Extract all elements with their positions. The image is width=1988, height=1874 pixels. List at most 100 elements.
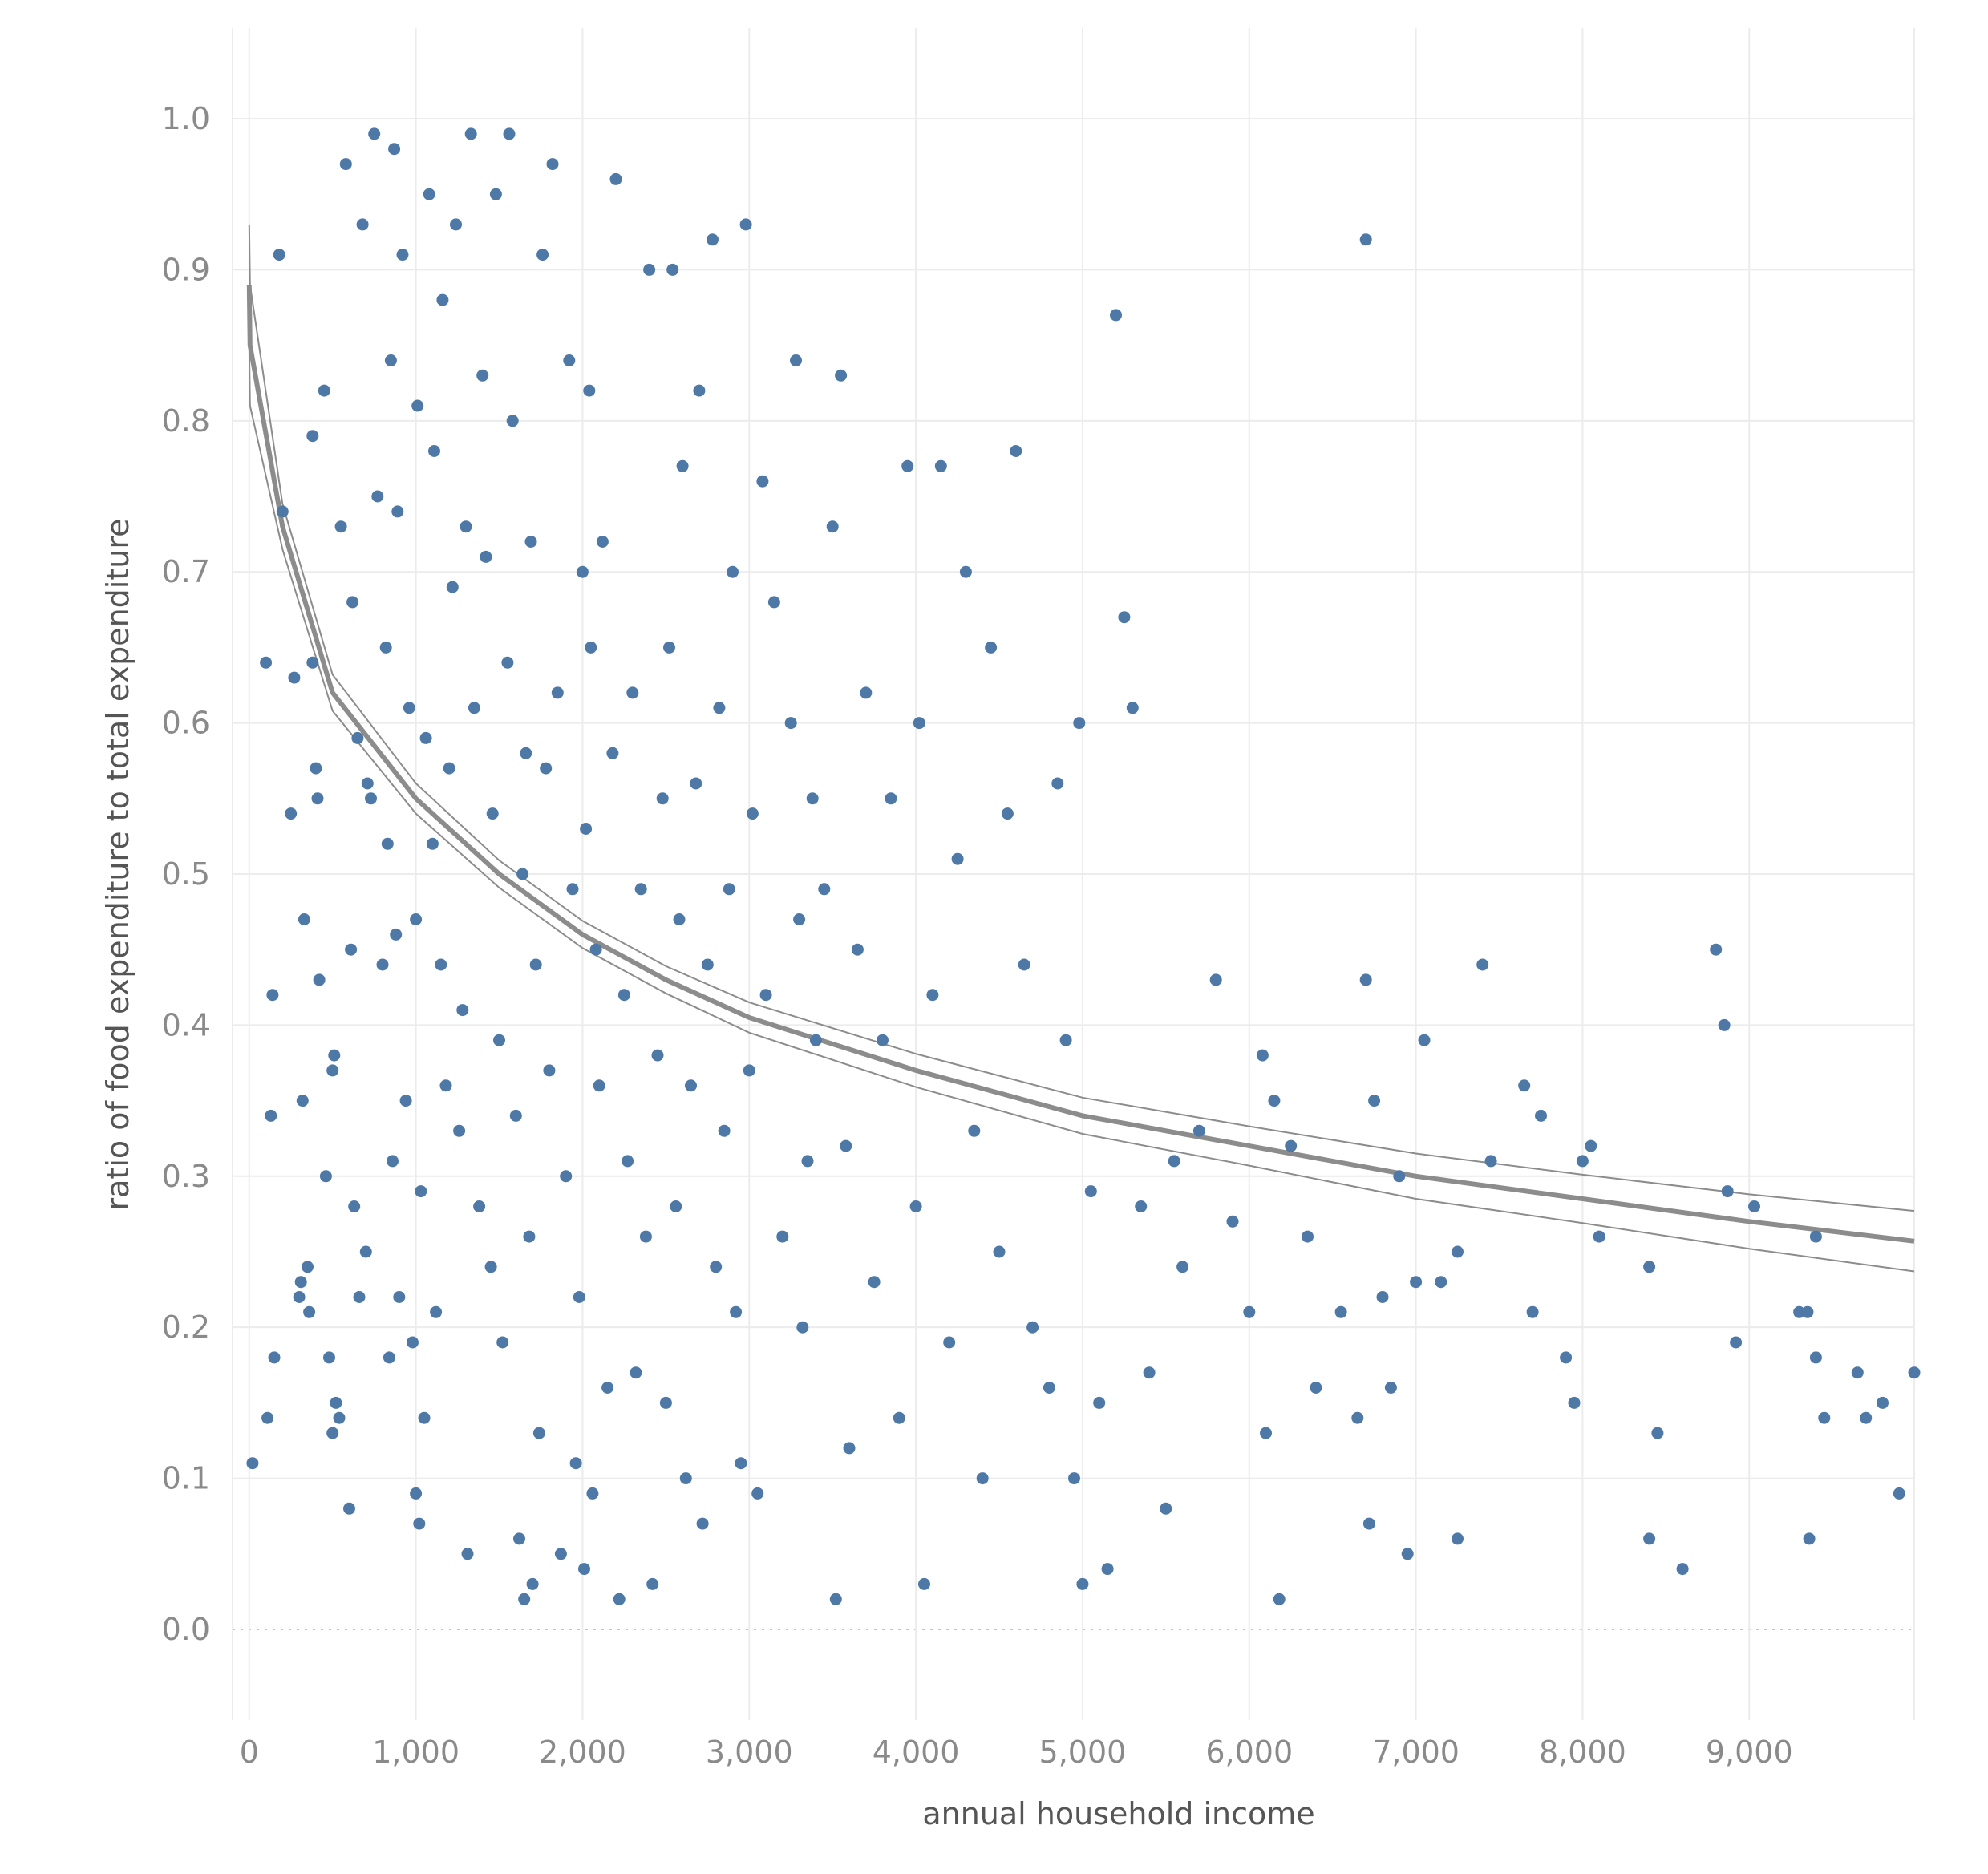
- data-point[interactable]: [1018, 958, 1030, 971]
- data-point[interactable]: [918, 1577, 930, 1590]
- data-point[interactable]: [379, 641, 392, 654]
- data-point[interactable]: [1059, 1034, 1072, 1046]
- data-point[interactable]: [1118, 611, 1131, 624]
- data-point[interactable]: [693, 384, 706, 397]
- data-point[interactable]: [926, 989, 939, 1002]
- data-point[interactable]: [453, 1124, 466, 1137]
- data-point[interactable]: [673, 913, 686, 925]
- data-point[interactable]: [359, 1245, 372, 1258]
- data-point[interactable]: [384, 354, 397, 366]
- data-point[interactable]: [523, 1230, 536, 1243]
- data-point[interactable]: [319, 1170, 332, 1183]
- data-point[interactable]: [383, 1351, 395, 1364]
- data-point[interactable]: [294, 1276, 307, 1289]
- data-point[interactable]: [1362, 1517, 1375, 1530]
- data-point[interactable]: [885, 792, 897, 805]
- data-point[interactable]: [1484, 1155, 1497, 1168]
- data-point[interactable]: [1256, 1049, 1269, 1062]
- data-point[interactable]: [423, 188, 435, 200]
- data-point[interactable]: [1576, 1155, 1589, 1168]
- data-point[interactable]: [1801, 1305, 1814, 1318]
- data-point[interactable]: [1209, 973, 1222, 986]
- data-point[interactable]: [303, 1305, 316, 1318]
- data-point[interactable]: [407, 1336, 419, 1349]
- data-point[interactable]: [506, 415, 519, 427]
- data-point[interactable]: [348, 1200, 361, 1212]
- data-point[interactable]: [446, 581, 459, 593]
- data-point[interactable]: [976, 1472, 989, 1485]
- data-point[interactable]: [560, 1170, 573, 1183]
- data-point[interactable]: [518, 1593, 531, 1605]
- data-point[interactable]: [376, 958, 389, 971]
- data-point[interactable]: [767, 596, 780, 609]
- data-point[interactable]: [1268, 1095, 1281, 1107]
- data-point[interactable]: [486, 807, 499, 820]
- data-point[interactable]: [509, 1109, 522, 1122]
- data-point[interactable]: [860, 686, 873, 699]
- data-point[interactable]: [727, 565, 739, 578]
- data-point[interactable]: [1068, 1472, 1080, 1485]
- data-point[interactable]: [473, 1200, 486, 1212]
- data-point[interactable]: [585, 641, 597, 654]
- data-point[interactable]: [1585, 1139, 1597, 1152]
- data-point[interactable]: [513, 1532, 525, 1545]
- data-point[interactable]: [943, 1336, 956, 1349]
- data-point[interactable]: [261, 1411, 274, 1424]
- data-point[interactable]: [566, 883, 579, 896]
- data-point[interactable]: [685, 1079, 697, 1092]
- data-point[interactable]: [826, 520, 839, 533]
- data-point[interactable]: [1476, 958, 1489, 971]
- data-point[interactable]: [735, 1457, 747, 1470]
- data-point[interactable]: [326, 1427, 339, 1439]
- data-point[interactable]: [460, 520, 472, 533]
- data-point[interactable]: [563, 354, 576, 366]
- data-point[interactable]: [1410, 1276, 1423, 1289]
- data-point[interactable]: [456, 1004, 469, 1017]
- data-point[interactable]: [1351, 1411, 1364, 1424]
- data-point[interactable]: [543, 1064, 556, 1077]
- data-point[interactable]: [1001, 807, 1014, 820]
- data-point[interactable]: [1051, 777, 1064, 790]
- data-point[interactable]: [751, 1487, 764, 1500]
- data-point[interactable]: [480, 550, 492, 563]
- data-point[interactable]: [1526, 1305, 1539, 1318]
- data-point[interactable]: [1376, 1291, 1389, 1303]
- data-point[interactable]: [809, 1034, 822, 1046]
- data-point[interactable]: [743, 1064, 755, 1077]
- data-point[interactable]: [666, 263, 679, 276]
- data-point[interactable]: [410, 913, 423, 925]
- data-point[interactable]: [428, 445, 440, 457]
- data-point[interactable]: [496, 1336, 509, 1349]
- data-point[interactable]: [393, 1291, 406, 1303]
- data-point[interactable]: [730, 1305, 743, 1318]
- data-point[interactable]: [371, 490, 384, 503]
- data-point[interactable]: [851, 943, 864, 956]
- data-point[interactable]: [403, 702, 415, 714]
- data-point[interactable]: [436, 293, 449, 306]
- data-point[interactable]: [313, 973, 326, 986]
- data-point[interactable]: [346, 596, 359, 609]
- data-point[interactable]: [676, 459, 689, 472]
- data-point[interactable]: [909, 1200, 922, 1212]
- data-point[interactable]: [663, 641, 675, 654]
- data-point[interactable]: [583, 384, 596, 397]
- data-point[interactable]: [1176, 1261, 1189, 1273]
- data-point[interactable]: [1748, 1200, 1760, 1212]
- data-point[interactable]: [1192, 1124, 1205, 1137]
- data-point[interactable]: [1126, 702, 1139, 714]
- data-point[interactable]: [829, 1593, 842, 1605]
- data-point[interactable]: [503, 127, 516, 140]
- data-point[interactable]: [484, 1261, 497, 1273]
- data-point[interactable]: [1518, 1079, 1531, 1092]
- data-point[interactable]: [670, 1200, 682, 1212]
- data-point[interactable]: [639, 1230, 652, 1243]
- data-point[interactable]: [387, 1155, 399, 1168]
- data-point[interactable]: [1010, 445, 1022, 457]
- data-point[interactable]: [790, 354, 802, 366]
- data-point[interactable]: [413, 1517, 426, 1530]
- data-point[interactable]: [1393, 1170, 1406, 1183]
- data-point[interactable]: [391, 505, 404, 518]
- data-point[interactable]: [311, 792, 324, 805]
- data-point[interactable]: [302, 1261, 314, 1273]
- data-point[interactable]: [1160, 1502, 1172, 1515]
